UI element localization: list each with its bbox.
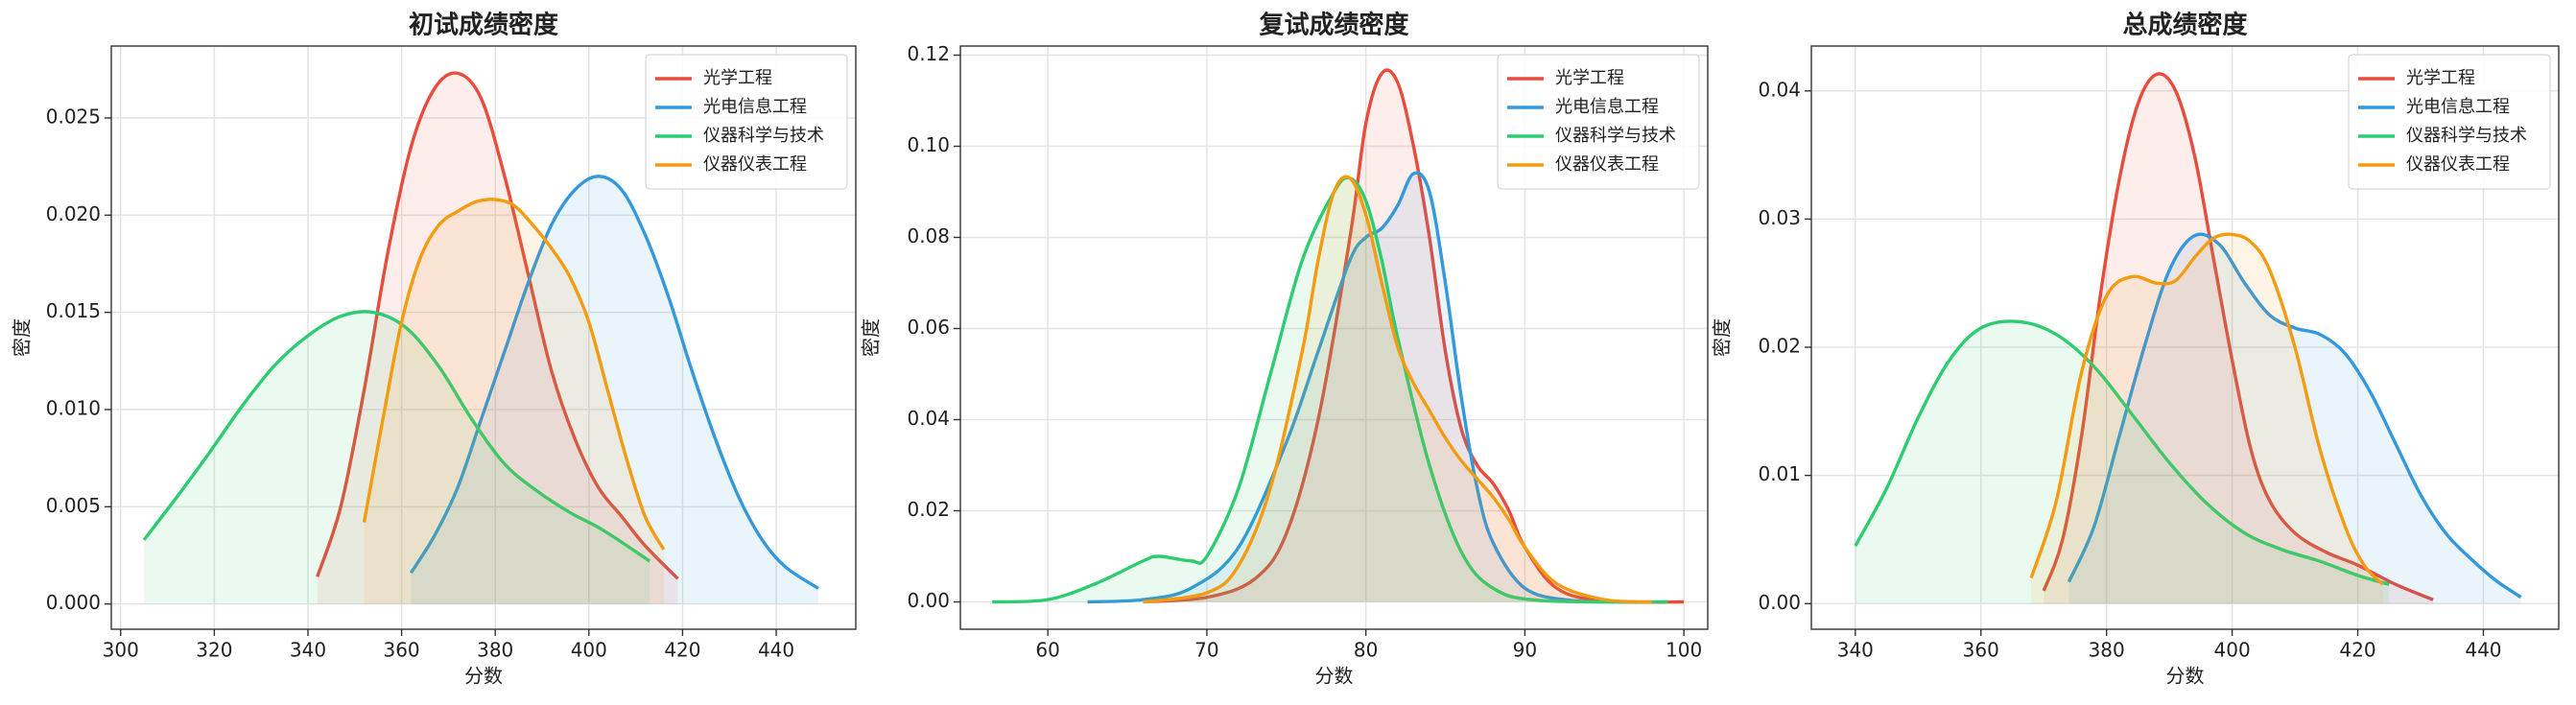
- x-axis-label: 分数: [1315, 665, 1354, 688]
- x-tick-label: 440: [2465, 639, 2501, 662]
- density-line: [362, 198, 666, 551]
- legend-label: 仪器科学与技术: [1555, 126, 1676, 146]
- x-axis-label: 分数: [2166, 665, 2205, 688]
- y-tick-label: 0.015: [46, 299, 101, 322]
- legend-label: 光学工程: [2406, 68, 2475, 88]
- x-tick-label: 90: [1513, 639, 1537, 662]
- y-axis-label: 密度: [860, 318, 883, 357]
- legend-label: 光电信息工程: [703, 97, 807, 117]
- x-tick-label: 60: [1035, 639, 1059, 662]
- y-tick-label: 0.00: [907, 589, 950, 612]
- x-tick-label: 100: [1666, 639, 1702, 662]
- density-line: [992, 176, 1668, 604]
- density-area: [1143, 176, 1652, 602]
- density-line: [316, 71, 679, 580]
- panel: 60 70 80 90 100 0.00 0.02 0.04 0.06 0.08 0.10 0.12 复…: [860, 11, 1709, 688]
- density-area: [411, 176, 818, 604]
- density-line: [142, 310, 651, 563]
- density-area: [2044, 73, 2434, 604]
- density-area: [2068, 234, 2521, 604]
- x-tick-label: 380: [477, 639, 513, 662]
- x-tick-label: 320: [196, 639, 232, 662]
- density-line: [2029, 232, 2384, 586]
- legend-label: 光电信息工程: [1555, 97, 1659, 117]
- x-tick-label: 360: [383, 639, 419, 662]
- density-area: [1143, 69, 1685, 602]
- x-axis-label: 分数: [464, 665, 503, 688]
- legend-label: 光学工程: [703, 68, 772, 88]
- y-tick-label: 0.12: [907, 42, 950, 65]
- legend-label: 光学工程: [1555, 68, 1624, 88]
- panel: 340 360 380 400 420 440 0.00 0.01 0.02 0.03 0.04 总成…: [1711, 11, 2560, 688]
- panel: 300 320 340 360 380 400 420 440 0.000 0.005 0.010 0…: [11, 11, 857, 688]
- density-area: [992, 177, 1668, 602]
- y-tick-label: 0.000: [46, 591, 101, 614]
- axes-frame: [959, 45, 1709, 630]
- y-tick-label: 0.00: [1758, 591, 1801, 614]
- axes-frame: [110, 45, 857, 630]
- density-area: [1087, 173, 1637, 602]
- y-tick-label: 0.06: [907, 316, 950, 339]
- x-tick-label: 420: [2339, 639, 2375, 662]
- x-tick-label: 380: [2089, 639, 2125, 662]
- y-tick-label: 0.03: [1758, 206, 1801, 229]
- density-area: [2031, 234, 2383, 604]
- y-tick-label: 0.10: [907, 133, 950, 156]
- legend-label: 仪器科学与技术: [2406, 126, 2527, 146]
- y-axis-label: 密度: [1711, 318, 1734, 357]
- y-tick-label: 0.01: [1758, 462, 1801, 485]
- legend-label: 仪器仪表工程: [703, 154, 807, 175]
- y-tick-label: 0.025: [46, 105, 101, 128]
- x-tick-label: 400: [571, 639, 607, 662]
- y-tick-label: 0.02: [907, 498, 950, 521]
- x-tick-label: 360: [1963, 639, 1999, 662]
- y-axis-label: 密度: [11, 318, 34, 357]
- chart-title: 复试成绩密度: [1259, 11, 1408, 40]
- x-tick-label: 300: [103, 639, 139, 662]
- axes-frame: [1810, 45, 2560, 630]
- chart-title: 初试成绩密度: [409, 11, 558, 40]
- y-tick-label: 0.04: [1758, 78, 1801, 101]
- y-tick-label: 0.010: [46, 396, 101, 419]
- legend-box: [2348, 54, 2551, 190]
- y-tick-label: 0.04: [907, 407, 950, 430]
- x-tick-label: 420: [664, 639, 700, 662]
- y-tick-label: 0.08: [907, 224, 950, 247]
- legend-label: 仪器科学与技术: [703, 126, 824, 146]
- y-tick-label: 0.005: [46, 494, 101, 517]
- legend-box: [645, 54, 848, 190]
- density-area: [1855, 320, 2390, 604]
- x-tick-label: 340: [1837, 639, 1874, 662]
- x-tick-label: 340: [290, 639, 326, 662]
- density-line: [1854, 319, 2390, 586]
- density-line: [1087, 171, 1637, 604]
- density-line: [1143, 175, 1653, 604]
- legend-label: 光电信息工程: [2406, 97, 2510, 117]
- chart-title: 总成绩密度: [2122, 11, 2247, 40]
- legend-label: 仪器仪表工程: [2406, 154, 2510, 175]
- y-tick-label: 0.020: [46, 202, 101, 225]
- legend-box: [1497, 54, 1700, 190]
- density-line: [2042, 72, 2434, 601]
- density-area: [364, 199, 664, 604]
- x-tick-label: 400: [2214, 639, 2251, 662]
- x-tick-label: 80: [1354, 639, 1378, 662]
- y-tick-label: 0.02: [1758, 335, 1801, 358]
- x-tick-label: 70: [1194, 639, 1218, 662]
- legend-label: 仪器仪表工程: [1555, 154, 1659, 175]
- density-area: [144, 311, 650, 604]
- x-tick-label: 440: [758, 639, 794, 662]
- density-line: [409, 175, 819, 590]
